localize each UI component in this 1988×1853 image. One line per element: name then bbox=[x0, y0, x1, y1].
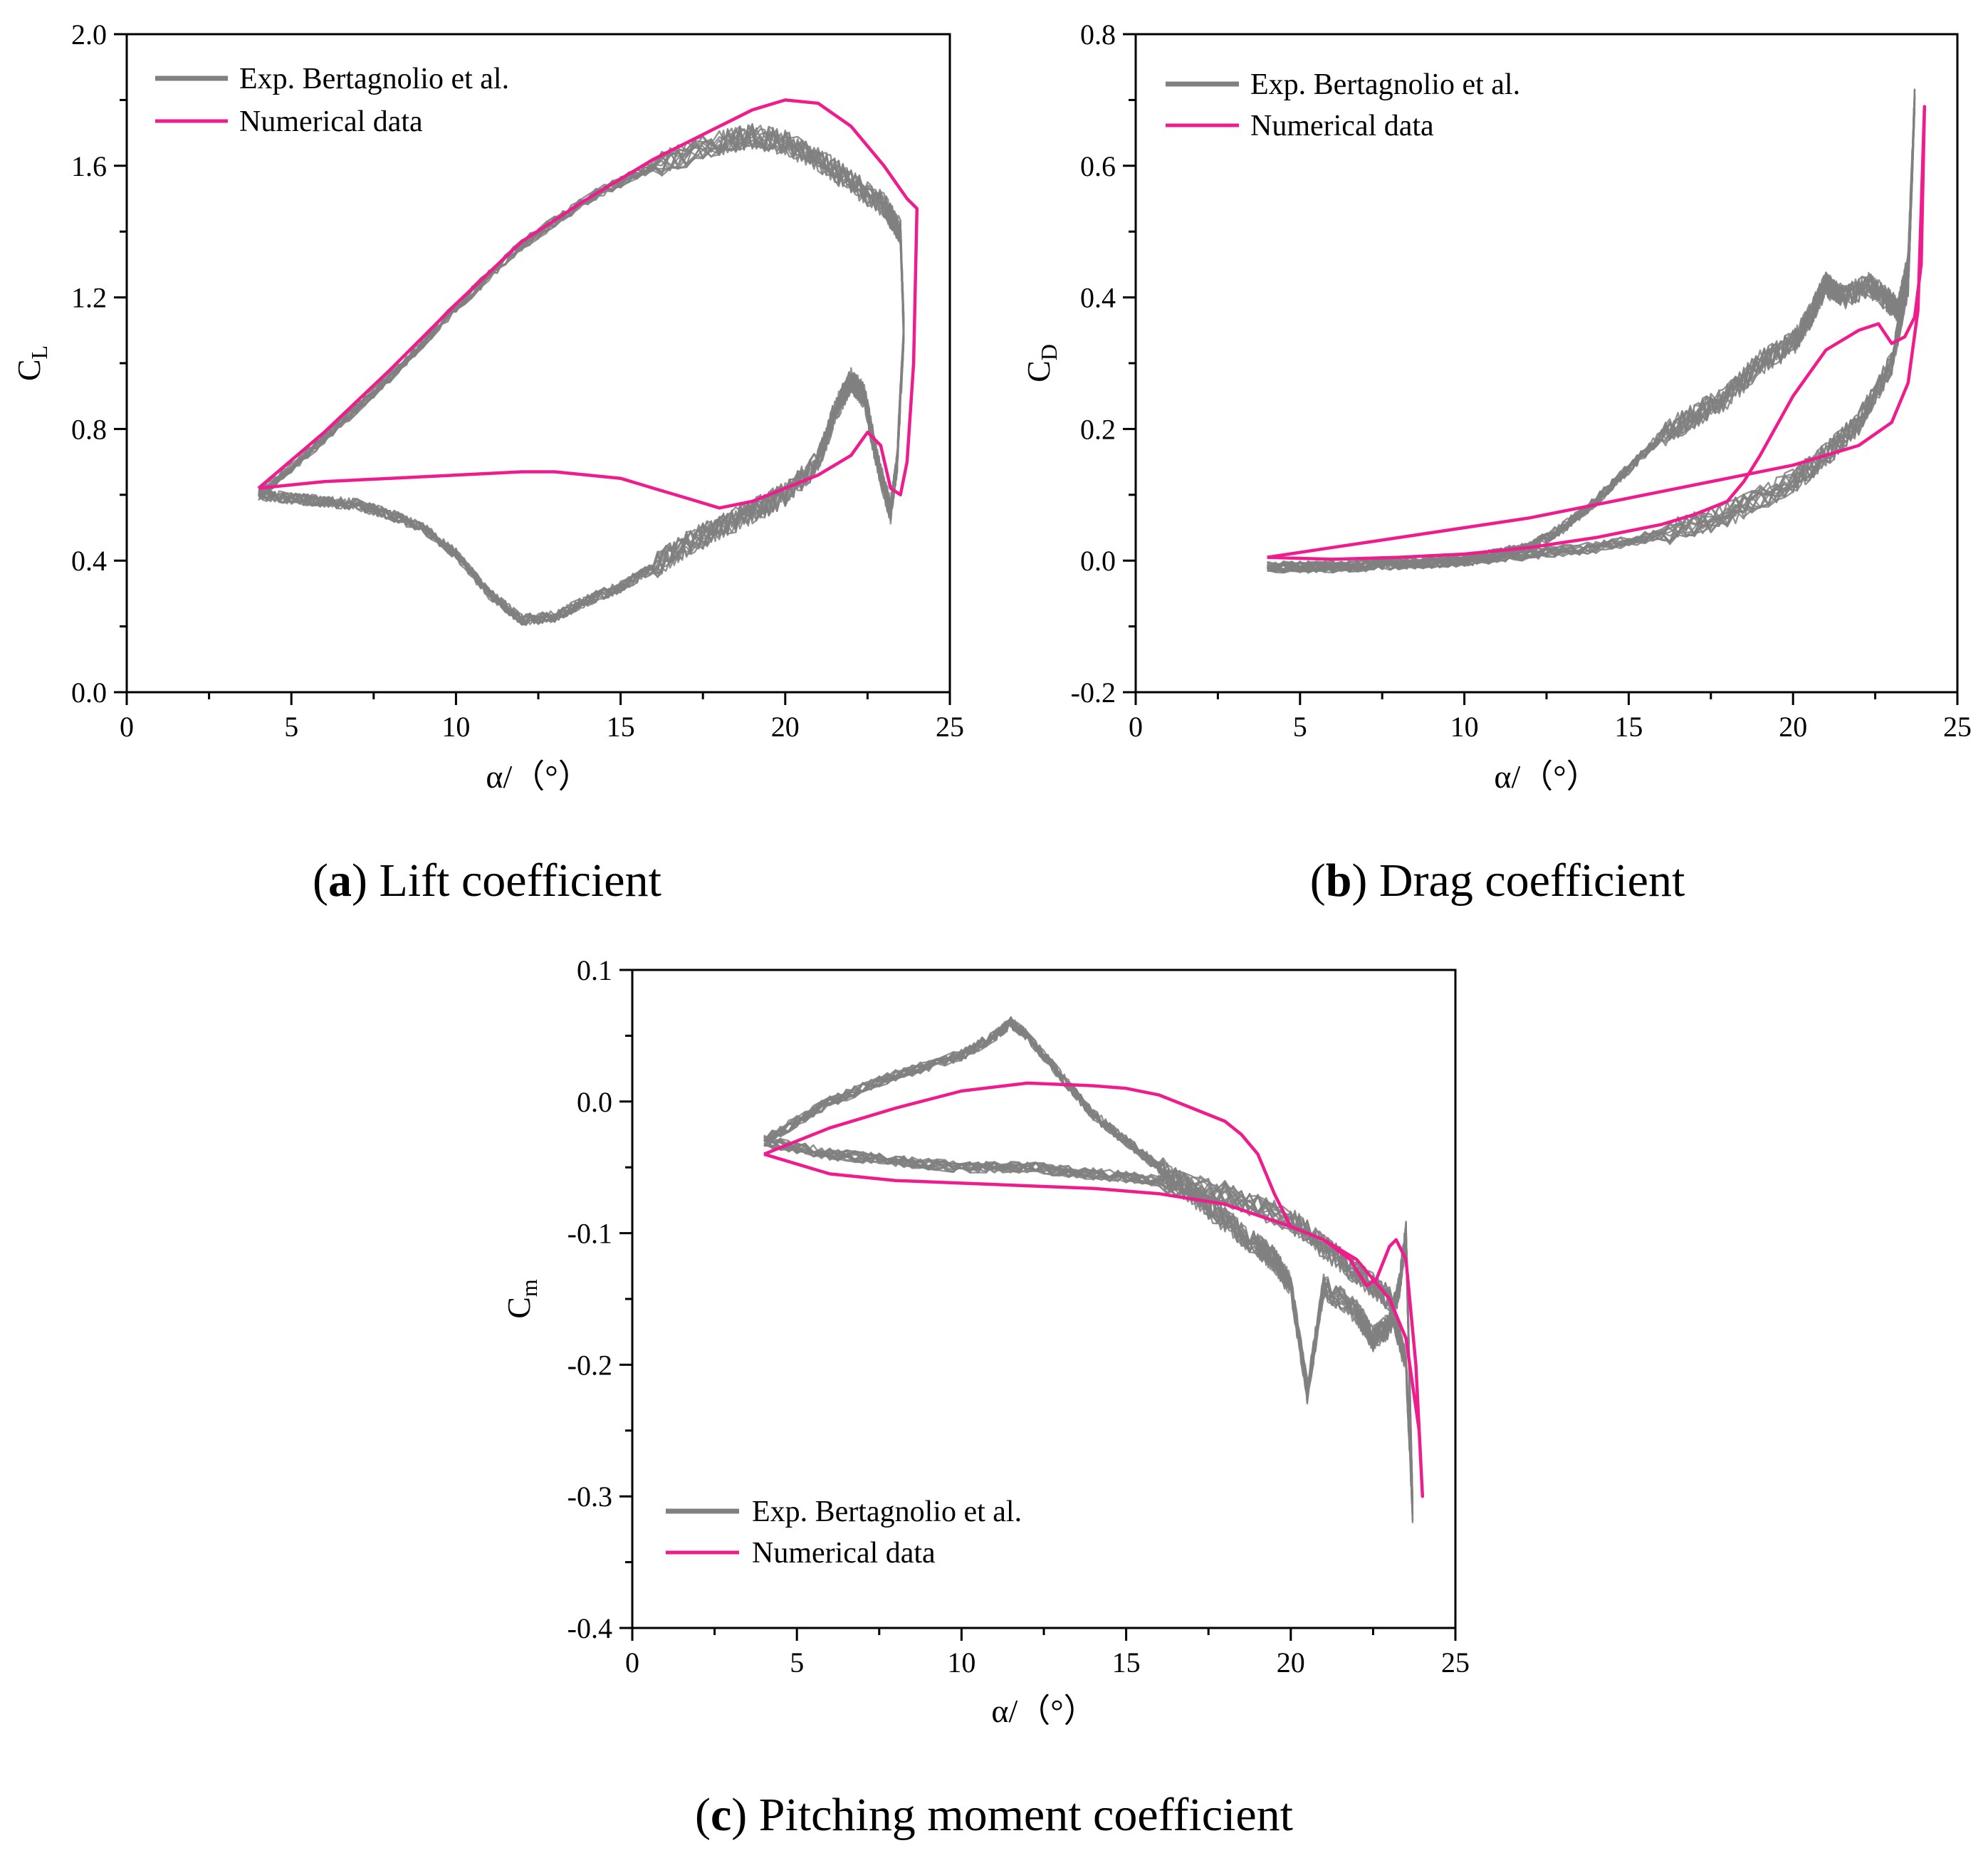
y-tick-label: 0.4 bbox=[71, 545, 107, 577]
series-line-numerical bbox=[257, 98, 919, 510]
x-tick-label: 0 bbox=[120, 711, 134, 743]
caption: (a) Lift coefficient bbox=[313, 855, 661, 907]
legend-label-experimental: Exp. Bertagnolio et al. bbox=[239, 63, 509, 95]
caption-text: Drag coefficient bbox=[1379, 855, 1685, 907]
series-line-experimental bbox=[763, 1023, 1414, 1515]
x-tick-label: 20 bbox=[1779, 711, 1807, 743]
grid-and-ticks: 0 5 10 15 20 25 -0.2 0.0 0.2 0.4 0.6 0.8 bbox=[1071, 19, 1972, 743]
y-tick-label: -0.2 bbox=[567, 1349, 612, 1381]
y-axis-title-base: C bbox=[11, 359, 47, 381]
series-line-numerical bbox=[763, 1081, 1425, 1498]
y-tick-label: 1.2 bbox=[71, 282, 107, 314]
x-tick-label: 20 bbox=[771, 711, 800, 743]
x-tick-label: 20 bbox=[1277, 1646, 1305, 1679]
grid-and-ticks: 0 5 10 15 20 25 0.0 0.4 0.8 1.2 1.6 2.0 bbox=[71, 19, 964, 743]
caption-label: b bbox=[1326, 855, 1352, 907]
caption-text: Lift coefficient bbox=[380, 855, 661, 907]
y-axis-title: Cm bbox=[501, 1279, 542, 1319]
series-line-experimental bbox=[763, 1020, 1414, 1508]
x-tick-label: 25 bbox=[936, 711, 964, 743]
y-axis-title-sub: m bbox=[516, 1279, 542, 1297]
legend: Exp. Bertagnolio et al. Numerical data bbox=[155, 63, 509, 138]
x-tick-label: 10 bbox=[947, 1646, 975, 1679]
panel-c: 0 5 10 15 20 25 -0.4 -0.3 -0.2 -0.1 0.0 0.1 Exp. Be… bbox=[501, 954, 1470, 1841]
x-axis-title: α/（°） bbox=[486, 758, 590, 795]
x-tick-label: 0 bbox=[625, 1646, 639, 1679]
y-tick-label: 0.6 bbox=[1080, 150, 1116, 182]
series-line-experimental bbox=[763, 1019, 1414, 1515]
caption: (c) Pitching moment coefficient bbox=[695, 1789, 1293, 1841]
series-line-experimental bbox=[763, 1019, 1414, 1522]
y-tick-label: -0.1 bbox=[567, 1218, 612, 1250]
legend-label-experimental: Exp. Bertagnolio et al. bbox=[1250, 68, 1520, 101]
caption: (b) Drag coefficient bbox=[1310, 855, 1685, 907]
x-tick-label: 25 bbox=[1441, 1646, 1470, 1679]
series-line-experimental bbox=[1267, 95, 1916, 574]
y-axis-title: CL bbox=[11, 345, 52, 381]
y-tick-label: 1.6 bbox=[71, 150, 107, 182]
x-tick-label: 0 bbox=[1129, 711, 1143, 743]
y-tick-label: 2.0 bbox=[71, 19, 107, 51]
series-container bbox=[257, 98, 919, 626]
y-tick-label: 0.8 bbox=[1080, 19, 1116, 51]
plot-frame bbox=[631, 969, 1457, 1629]
y-axis-title-base: C bbox=[1020, 360, 1057, 382]
caption-label: a bbox=[328, 855, 352, 907]
y-axis-title-sub: L bbox=[26, 345, 52, 360]
x-tick-label: 10 bbox=[441, 711, 470, 743]
x-tick-label: 10 bbox=[1450, 711, 1479, 743]
series-line-experimental bbox=[763, 1021, 1414, 1521]
legend-label-numerical: Numerical data bbox=[752, 1537, 936, 1570]
series-line-experimental bbox=[763, 1019, 1414, 1522]
legend: Exp. Bertagnolio et al. Numerical data bbox=[666, 1496, 1022, 1570]
y-tick-label: 0.8 bbox=[71, 413, 107, 445]
grid-and-ticks: 0 5 10 15 20 25 -0.4 -0.3 -0.2 -0.1 0.0 0.1 bbox=[567, 954, 1470, 1679]
x-tick-label: 5 bbox=[790, 1646, 804, 1679]
x-axis-title: α/（°） bbox=[991, 1693, 1096, 1729]
x-tick-label: 15 bbox=[1614, 711, 1643, 743]
y-tick-label: -0.2 bbox=[1071, 677, 1116, 709]
y-tick-label: -0.4 bbox=[567, 1612, 612, 1644]
series-line-experimental bbox=[763, 1018, 1414, 1524]
legend-label-experimental: Exp. Bertagnolio et al. bbox=[752, 1496, 1022, 1528]
legend: Exp. Bertagnolio et al. Numerical data bbox=[1166, 68, 1520, 142]
panel-a: 0 5 10 15 20 25 0.0 0.4 0.8 1.2 1.6 2.0 Exp. Bertag… bbox=[11, 19, 964, 907]
legend-label-numerical: Numerical data bbox=[239, 105, 423, 138]
y-tick-label: 0.1 bbox=[577, 954, 612, 986]
caption-label: c bbox=[711, 1789, 731, 1841]
legend-label-numerical: Numerical data bbox=[1250, 110, 1434, 142]
y-tick-label: -0.3 bbox=[567, 1481, 612, 1513]
x-tick-label: 25 bbox=[1943, 711, 1972, 743]
y-tick-label: 0.0 bbox=[1080, 545, 1116, 577]
y-tick-label: 0.0 bbox=[577, 1086, 612, 1118]
series-container bbox=[763, 1016, 1425, 1524]
panel-b: 0 5 10 15 20 25 -0.2 0.0 0.2 0.4 0.6 0.8 Exp. Berta… bbox=[1020, 19, 1972, 907]
x-tick-label: 15 bbox=[1112, 1646, 1141, 1679]
x-axis-title: α/（°） bbox=[1494, 758, 1599, 795]
series-line-experimental bbox=[763, 1020, 1414, 1510]
caption-text: Pitching moment coefficient bbox=[759, 1789, 1293, 1841]
y-tick-label: 0.2 bbox=[1080, 413, 1116, 445]
x-tick-label: 5 bbox=[284, 711, 298, 743]
series-line-experimental bbox=[763, 1016, 1414, 1517]
y-axis-title-base: C bbox=[501, 1297, 537, 1319]
x-tick-label: 5 bbox=[1293, 711, 1307, 743]
series-container bbox=[1266, 88, 1927, 574]
series-line-experimental bbox=[763, 1022, 1414, 1515]
series-line-experimental bbox=[258, 125, 905, 625]
series-line-experimental bbox=[1266, 93, 1916, 573]
y-axis-title: CD bbox=[1020, 344, 1062, 382]
y-tick-label: 0.4 bbox=[1080, 282, 1116, 314]
y-tick-label: 0.0 bbox=[71, 677, 107, 709]
y-axis-title-sub: D bbox=[1036, 344, 1062, 360]
x-tick-label: 15 bbox=[607, 711, 635, 743]
series-line-numerical bbox=[1267, 105, 1927, 561]
